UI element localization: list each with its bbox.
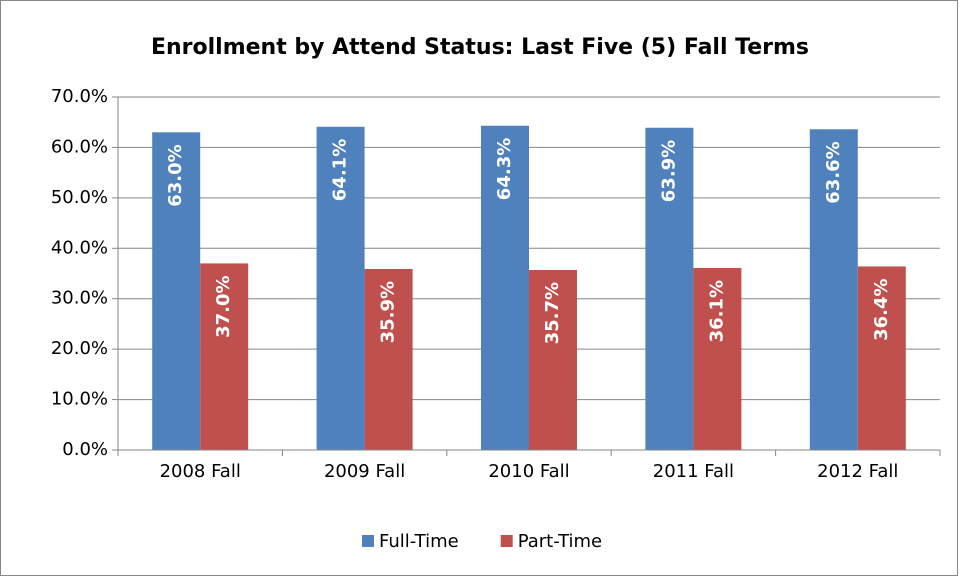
legend-swatch — [362, 535, 374, 547]
bar — [809, 129, 858, 450]
y-tick-label: 0.0% — [62, 439, 108, 460]
y-tick-label: 60.0% — [51, 136, 108, 157]
legend-swatch — [500, 535, 513, 547]
y-tick-label: 10.0% — [51, 389, 108, 410]
legend-label: Full-Time — [379, 531, 459, 552]
value-label: 35.7% — [542, 282, 563, 344]
bar — [364, 268, 413, 450]
y-tick-label: 40.0% — [51, 237, 108, 258]
bar — [693, 267, 742, 450]
y-tick-label: 30.0% — [51, 288, 108, 309]
y-tick-label: 70.0% — [51, 86, 108, 107]
value-label: 37.0% — [213, 275, 234, 337]
value-label: 64.3% — [494, 138, 515, 200]
chart-title: Enrollment by Attend Status: Last Five (… — [151, 35, 809, 60]
y-tick-label: 50.0% — [51, 187, 108, 208]
value-label: 63.6% — [823, 141, 844, 203]
value-label: 63.0% — [165, 144, 186, 206]
value-label: 64.1% — [330, 139, 351, 201]
y-tick-label: 20.0% — [51, 338, 108, 359]
bar — [316, 126, 365, 450]
value-label: 35.9% — [378, 281, 399, 343]
bar — [645, 127, 694, 451]
x-tick-label: 2008 Fall — [160, 461, 241, 482]
x-tick-label: 2009 Fall — [324, 461, 405, 482]
x-tick-label: 2012 Fall — [817, 461, 898, 482]
value-label: 63.9% — [658, 140, 679, 202]
value-label: 36.1% — [706, 280, 727, 342]
bar — [857, 266, 906, 450]
bar — [481, 125, 529, 450]
value-label: 36.4% — [871, 278, 892, 340]
x-tick-label: 2010 Fall — [488, 461, 569, 482]
bar — [200, 263, 249, 450]
bar — [152, 132, 201, 451]
x-tick-label: 2011 Fall — [653, 461, 734, 482]
legend-label: Part-Time — [518, 531, 602, 552]
bar — [529, 269, 577, 450]
